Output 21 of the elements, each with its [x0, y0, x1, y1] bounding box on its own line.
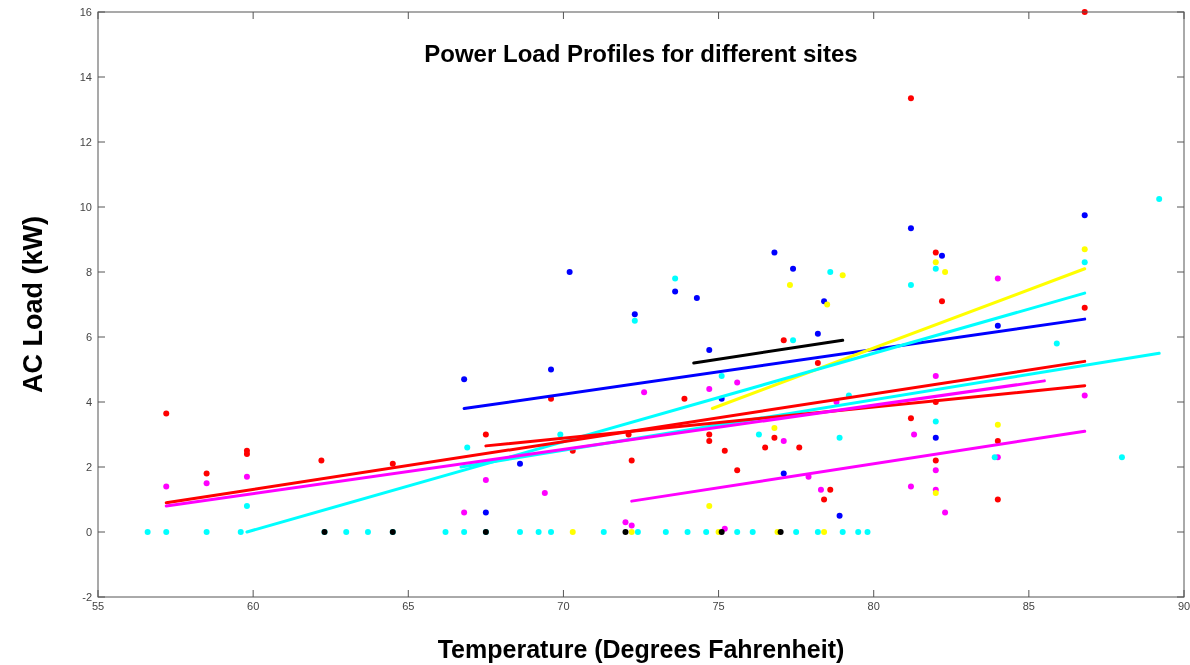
y-tick-label: 14: [79, 71, 92, 83]
y-tick-label: 12: [79, 136, 92, 148]
y-tick-label: -2: [82, 591, 92, 603]
y-tick-label: 16: [79, 6, 92, 18]
x-tick-label: 90: [1177, 600, 1190, 612]
y-tick-label: 4: [85, 396, 92, 408]
x-tick-label: 70: [557, 600, 570, 612]
y-axis-title: AC Load (kW): [18, 216, 48, 393]
x-tick-label: 65: [402, 600, 415, 612]
x-tick-label: 60: [247, 600, 260, 612]
y-tick-label: 10: [79, 201, 92, 213]
x-tick-label: 80: [867, 600, 880, 612]
y-tick-label: 8: [85, 266, 92, 278]
x-tick-label: 55: [91, 600, 105, 612]
y-tick-label: 6: [85, 331, 92, 343]
text: Power Load Profiles for different sites: [424, 40, 858, 67]
y-tick-label: 0: [85, 526, 92, 538]
y-tick-label: 2: [85, 461, 92, 473]
x-tick-label: 75: [712, 600, 725, 612]
x-axis-title: Temperature (Degrees Fahrenheit): [437, 635, 845, 663]
x-tick-label: 85: [1022, 600, 1035, 612]
